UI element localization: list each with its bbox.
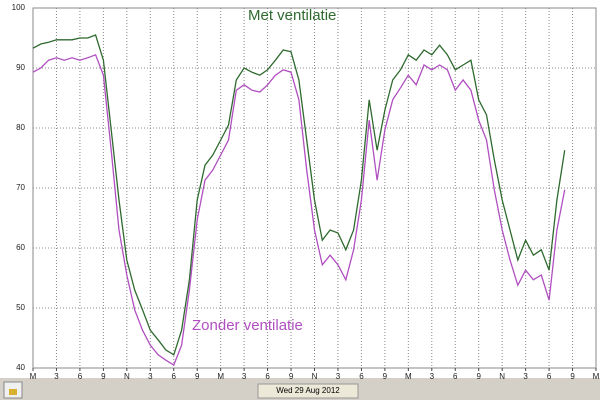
- x-tick-label: 3: [336, 372, 341, 381]
- x-tick-label: 3: [148, 372, 153, 381]
- x-tick-label: M: [217, 372, 224, 381]
- annotation: Met ventilatie: [248, 7, 336, 24]
- lock-icon: [9, 389, 17, 395]
- x-tick-label: 3: [523, 372, 528, 381]
- x-tick-label: N: [312, 372, 318, 381]
- x-tick-label: 6: [265, 372, 270, 381]
- x-tick-label: N: [124, 372, 130, 381]
- x-tick-label: 6: [453, 372, 458, 381]
- x-tick-label: 9: [476, 372, 481, 381]
- x-tick-label: 6: [172, 372, 177, 381]
- x-tick-label: 3: [242, 372, 247, 381]
- y-tick-label: 40: [16, 363, 25, 372]
- x-tick-label: 9: [195, 372, 200, 381]
- date-box: [257, 383, 359, 399]
- x-tick-label: N: [499, 372, 505, 381]
- x-tick-label: M: [405, 372, 412, 381]
- x-tick-label: M: [593, 372, 600, 381]
- series-line: [32, 34, 566, 356]
- annotation: Zonder ventilatie: [192, 317, 303, 334]
- x-tick-label: 9: [383, 372, 388, 381]
- y-tick-label: 80: [16, 123, 25, 132]
- x-tick-label: 6: [359, 372, 364, 381]
- x-tick-label: 9: [289, 372, 294, 381]
- x-tick-label: 3: [430, 372, 435, 381]
- x-tick-label: 9: [101, 372, 106, 381]
- series-line: [32, 53, 566, 366]
- date-label: Wed 29 Aug 2012: [276, 386, 340, 395]
- x-tick-label: M: [30, 372, 37, 381]
- y-tick-label: 70: [16, 183, 25, 192]
- y-tick-label: 100: [12, 3, 26, 12]
- x-tick-label: 3: [54, 372, 59, 381]
- y-tick-label: 90: [16, 63, 25, 72]
- x-tick-label: 9: [570, 372, 575, 381]
- x-tick-label: 6: [78, 372, 83, 381]
- x-tick-label: 6: [547, 372, 552, 381]
- y-tick-label: 50: [16, 303, 25, 312]
- y-tick-label: 60: [16, 243, 25, 252]
